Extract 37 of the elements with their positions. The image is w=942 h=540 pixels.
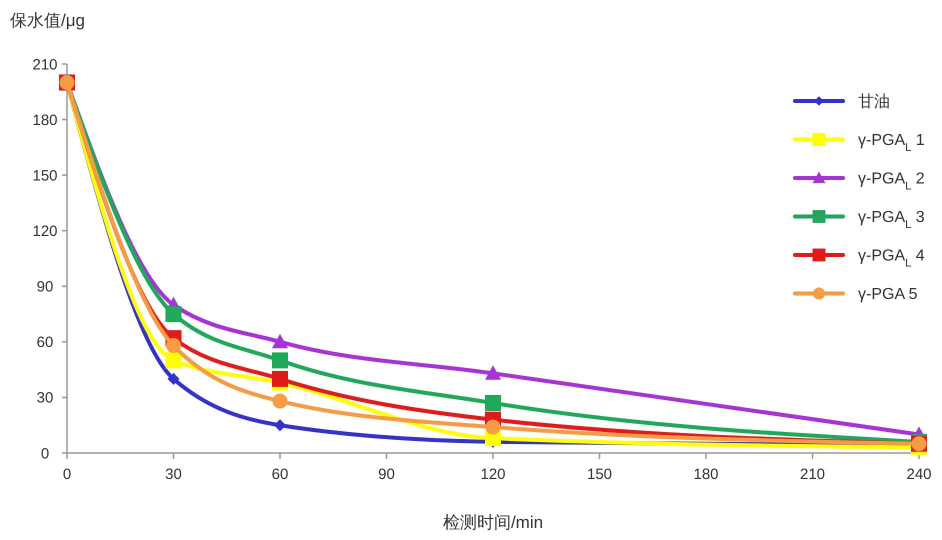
point	[166, 338, 181, 354]
point	[168, 372, 180, 385]
y-tick-label: 150	[32, 167, 58, 184]
x-tick-label: 210	[800, 466, 826, 483]
y-tick-label: 120	[32, 222, 58, 240]
x-tick-label: 150	[586, 466, 612, 483]
legend-label: γ-PGA$_{L}$ 4	[858, 248, 925, 270]
x-tick-label: 30	[165, 466, 182, 483]
point	[272, 370, 288, 387]
y-tick-label: 0	[40, 445, 50, 462]
point	[485, 365, 501, 380]
x-axis-title: 检测时间/min	[442, 513, 544, 532]
x-tick-label: 180	[693, 466, 719, 483]
point	[486, 420, 500, 435]
y-tick-label: 30	[36, 390, 54, 407]
legend-label: 甘油	[858, 92, 890, 111]
point	[166, 306, 182, 322]
y-tick-label: 180	[32, 112, 58, 129]
legend-label: γ-PGA$_{L}$ 3	[858, 209, 925, 232]
legend-label: γ-PGA$_{L}$ 1	[858, 132, 925, 154]
point	[485, 394, 501, 411]
x-tick-label: 0	[62, 466, 72, 483]
y-tick-label: 210	[32, 56, 58, 74]
point	[274, 419, 286, 432]
point	[166, 352, 182, 368]
legend-label: γ-PGA 5	[858, 286, 918, 304]
x-tick-label: 60	[272, 466, 288, 483]
y-tick-label: 60	[36, 334, 54, 352]
legend-label: γ-PGA$_{L}$ 2	[858, 170, 925, 193]
y-tick-label: 90	[36, 278, 54, 296]
point	[272, 334, 288, 348]
x-tick-label: 90	[378, 466, 395, 483]
x-tick-label: 240	[906, 466, 932, 483]
point	[272, 394, 288, 409]
y-axis-title: 保水值/μg	[10, 11, 85, 30]
x-tick-label: 120	[480, 466, 506, 483]
point	[272, 352, 288, 368]
